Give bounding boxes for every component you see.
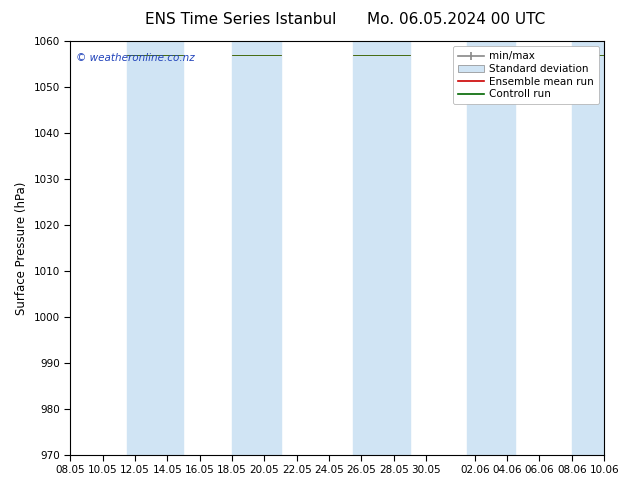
Bar bbox=[232, 41, 281, 455]
Bar bbox=[353, 41, 410, 455]
Bar bbox=[127, 41, 183, 455]
Text: Mo. 06.05.2024 00 UTC: Mo. 06.05.2024 00 UTC bbox=[367, 12, 546, 27]
Y-axis label: Surface Pressure (hPa): Surface Pressure (hPa) bbox=[15, 181, 28, 315]
Bar bbox=[572, 41, 612, 455]
Legend: min/max, Standard deviation, Ensemble mean run, Controll run: min/max, Standard deviation, Ensemble me… bbox=[453, 46, 599, 104]
Text: ENS Time Series Istanbul: ENS Time Series Istanbul bbox=[145, 12, 337, 27]
Bar bbox=[467, 41, 515, 455]
Text: © weatheronline.co.nz: © weatheronline.co.nz bbox=[75, 53, 194, 64]
